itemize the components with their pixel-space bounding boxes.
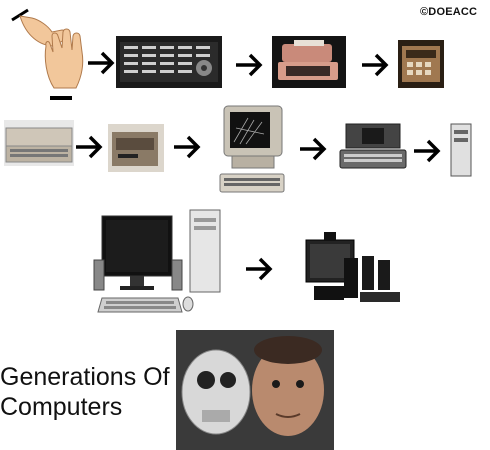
arrow-icon [174,135,201,159]
title-line-2: Computers [0,393,123,421]
crt-workstation [219,105,285,193]
title-line-1: Generations Of [0,363,170,391]
arrow-icon [362,53,389,77]
portable-computer [339,123,407,169]
copyright-label: ©DOEACC [420,6,478,18]
desktop-home-computer [4,120,74,166]
early-mainframe-panel [116,36,222,88]
tower-server [450,123,472,177]
teletype-terminal [272,36,346,88]
robot-human-face-photo [176,330,334,450]
arrow-icon [414,139,441,163]
arrow-icon [88,51,115,75]
disk-unit [108,124,164,172]
calculator-device [398,40,444,88]
arrow-icon [236,53,263,77]
diagram-title: Generations Of Computers [0,362,172,422]
home-theater-multimedia-system [305,232,400,302]
arrow-icon [246,257,273,281]
counting-hands-icon [11,8,84,100]
arrow-icon [76,135,103,159]
modern-desktop-pc [93,209,221,313]
arrow-icon [300,137,327,161]
